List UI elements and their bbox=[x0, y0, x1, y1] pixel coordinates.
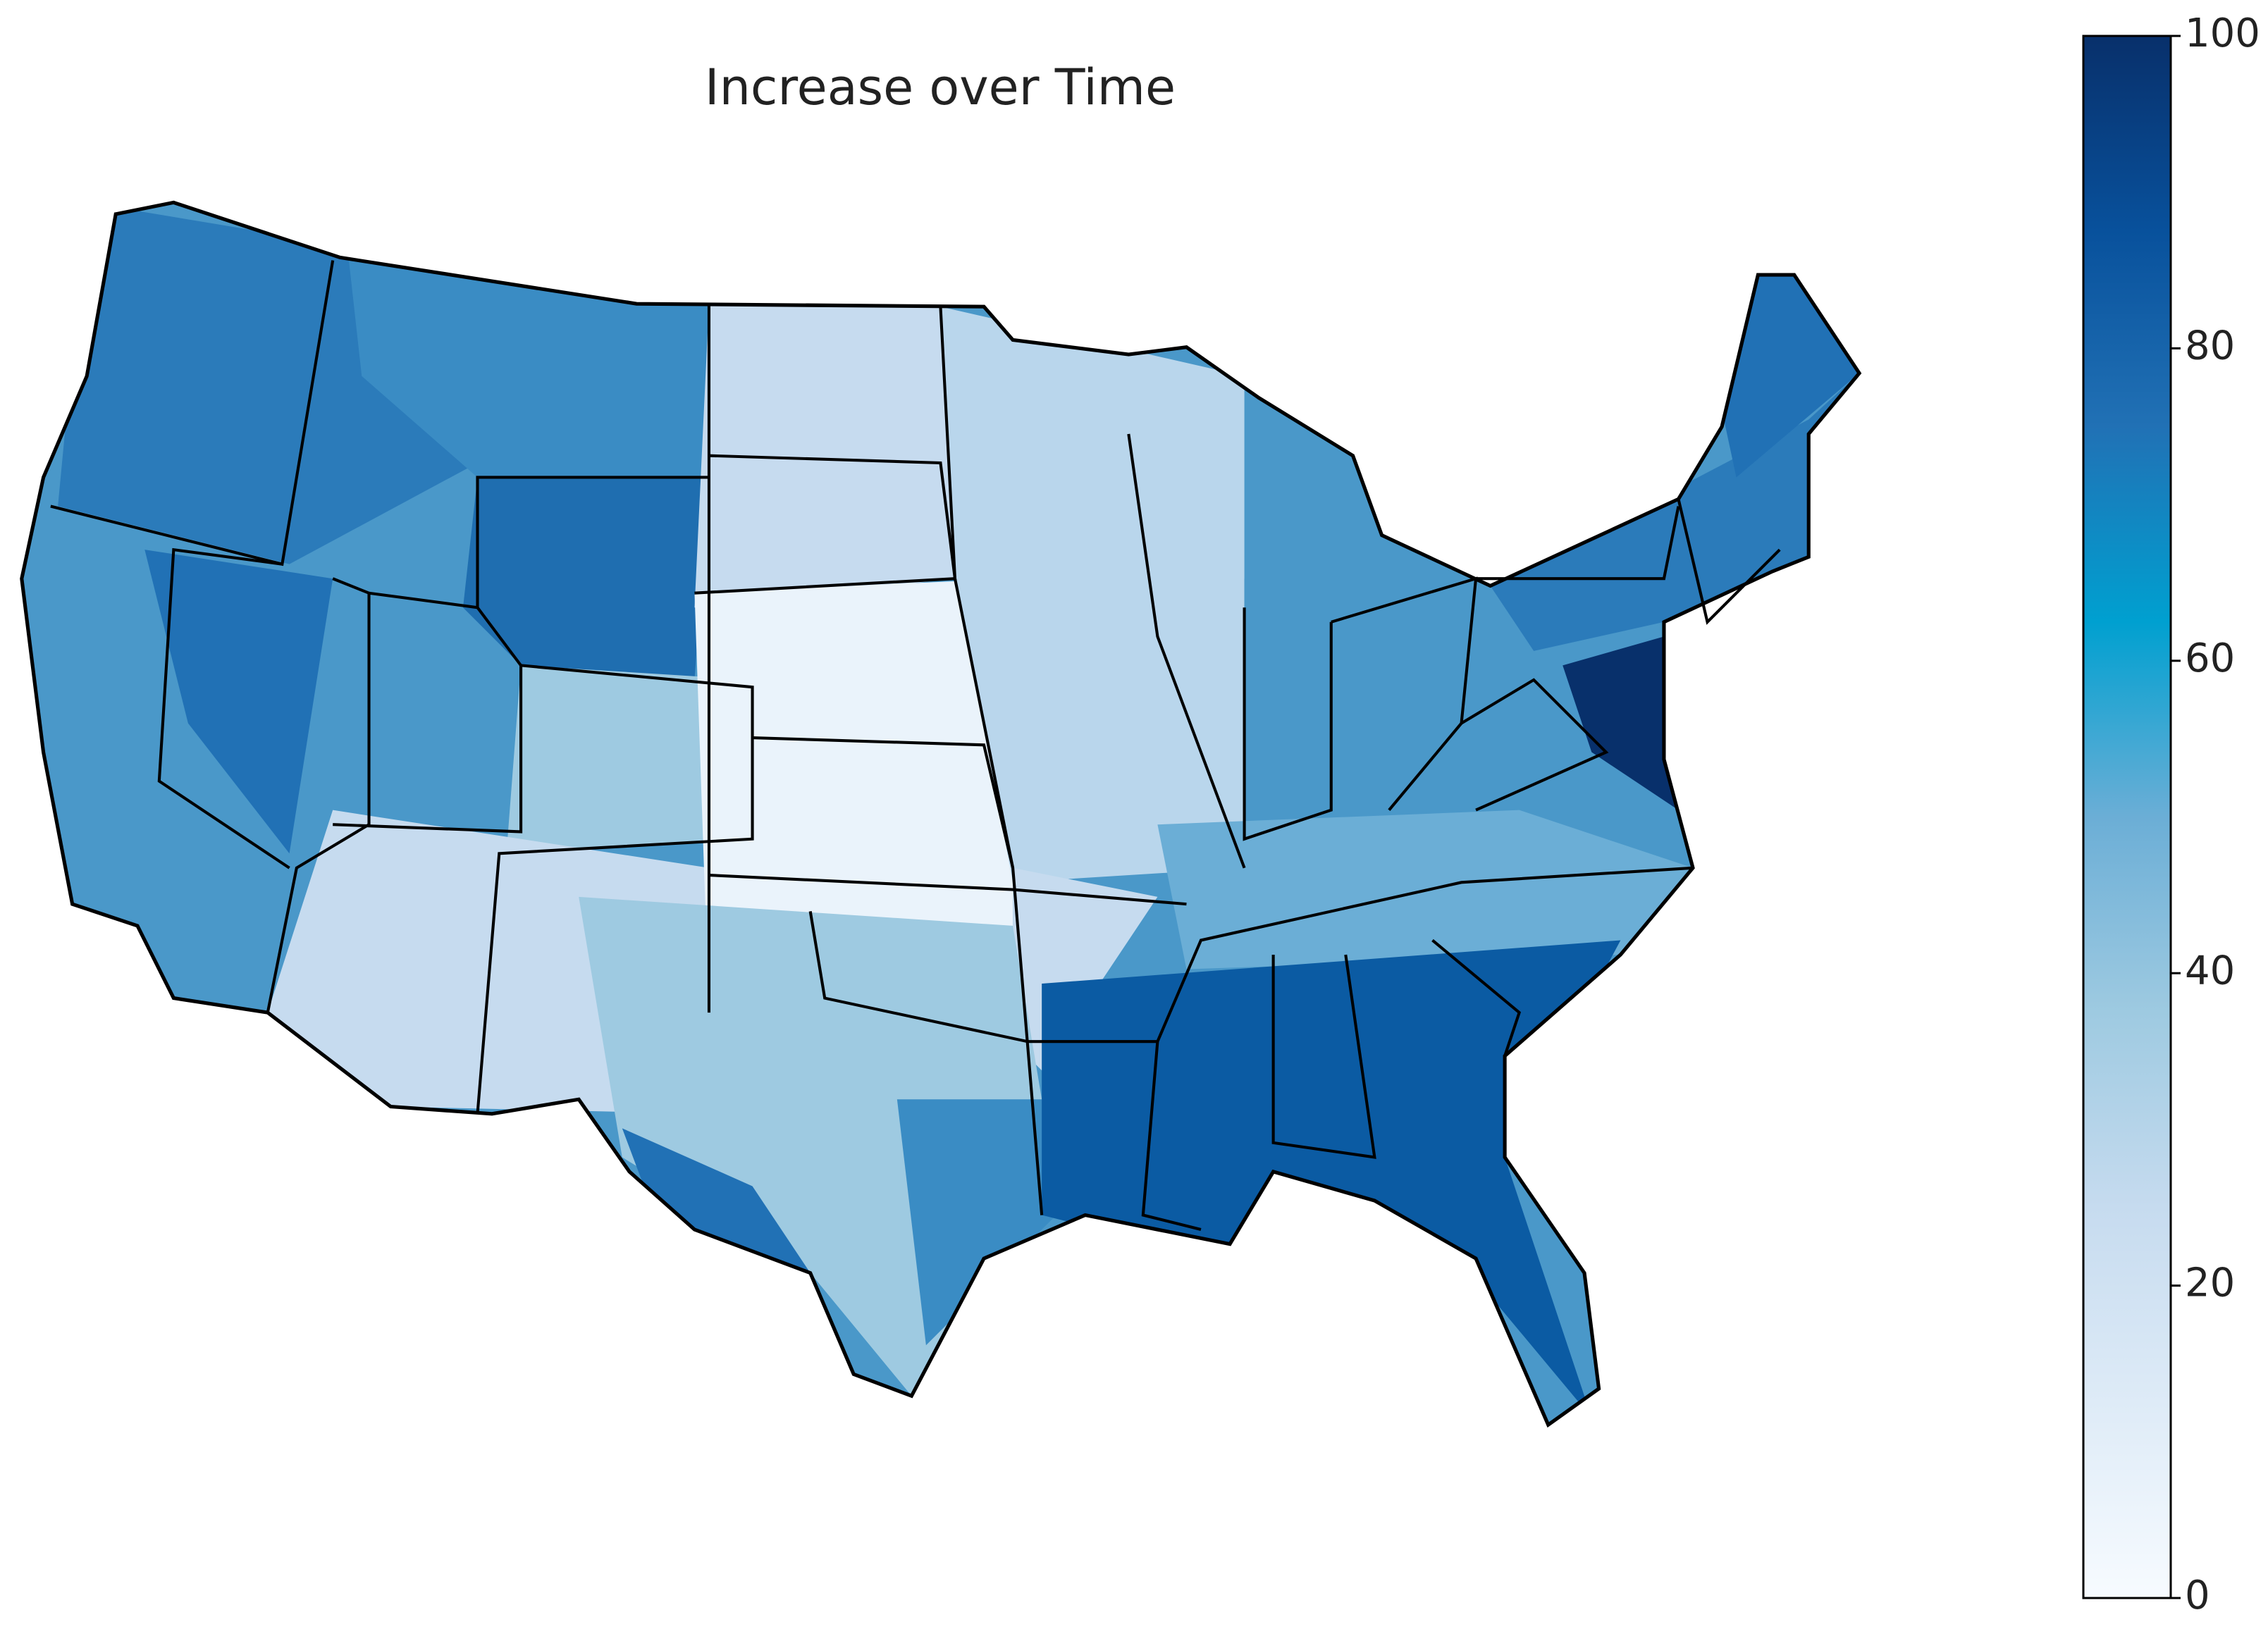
map-regions bbox=[21, 202, 1860, 1425]
colorbar-tick-label: 0 bbox=[2185, 1573, 2210, 1618]
state-borders bbox=[50, 260, 1781, 1232]
chart-title: Increase over Time bbox=[705, 58, 1176, 116]
colorbar-bar bbox=[2082, 35, 2172, 1599]
colorbar-tick-label: 40 bbox=[2185, 948, 2235, 993]
colorbar-tick-label: 100 bbox=[2185, 11, 2260, 56]
colorbar-tick-label: 20 bbox=[2185, 1261, 2235, 1306]
colorbar-tick-label: 60 bbox=[2185, 636, 2235, 681]
colorbar-tick-label: 80 bbox=[2185, 323, 2235, 369]
map bbox=[20, 200, 1862, 1428]
map-outline bbox=[20, 200, 1862, 1428]
colorbar: 0 20 40 60 80 100 bbox=[2082, 11, 2260, 1618]
